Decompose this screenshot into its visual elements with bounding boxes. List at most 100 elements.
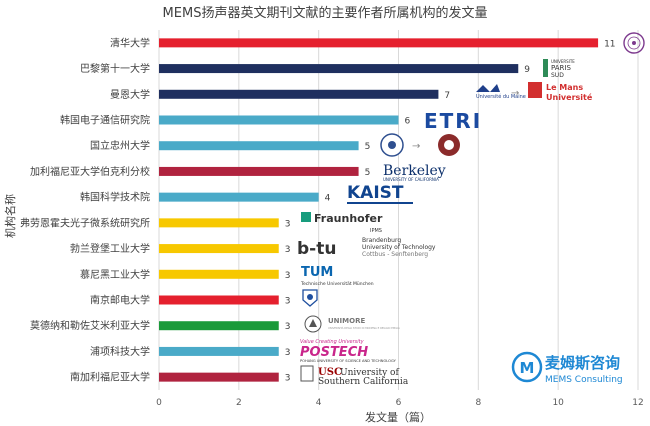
category-label: 巴黎第十一大学: [80, 62, 150, 75]
unimore-logo: UNIMORE UNIVERSITÀ DEGLI STUDI DI MODENA…: [304, 315, 400, 333]
bar: [159, 244, 279, 254]
data-label: 6: [405, 117, 411, 127]
bar: [159, 64, 519, 74]
category-label: 南加利福尼亚大学: [70, 371, 150, 384]
svg-text:PARIS: PARIS: [551, 64, 571, 72]
paris-sud-logo: UNIVERSITE PARIS SUD: [543, 59, 575, 79]
data-label: 5: [365, 142, 371, 152]
svg-text:USC: USC: [318, 367, 342, 378]
category-label: 韩国科学技术院: [80, 191, 150, 204]
mems-consulting-watermark: M 麦姆斯咨询 MEMS Consulting: [511, 351, 623, 385]
etri-logo: ETRI: [424, 109, 482, 133]
svg-text:UNIVERSITY OF CALIFORNIA: UNIVERSITY OF CALIFORNIA: [383, 177, 439, 182]
bar: [159, 115, 399, 125]
svg-text:Berkeley: Berkeley: [383, 163, 446, 179]
category-label: 慕尼黑工业大学: [80, 268, 150, 281]
bar: [159, 321, 279, 331]
category-label: 浦项科技大学: [90, 345, 150, 358]
data-label: 7: [444, 91, 450, 101]
svg-text:Fraunhofer: Fraunhofer: [314, 212, 383, 225]
svg-text:University of: University of: [340, 368, 399, 378]
category-label: 莫德纳和勒佐艾米利亚大学: [30, 319, 150, 332]
svg-text:POHANG UNIVERSITY OF SCIENCE A: POHANG UNIVERSITY OF SCIENCE AND TECHNOL…: [300, 359, 397, 363]
svg-text:Technische Universität München: Technische Universität München: [300, 281, 374, 287]
data-label: 11: [604, 39, 615, 49]
tsinghua-logo: [623, 32, 645, 54]
svg-text:IPMS: IPMS: [370, 228, 382, 234]
category-label: 曼恩大学: [110, 88, 150, 101]
kaist-logo: KAIST: [347, 183, 413, 204]
x-tick-label: 8: [475, 398, 481, 408]
svg-text:→: →: [511, 88, 519, 99]
postech-logo: Value Creating University POSTECH POHANG…: [300, 339, 397, 363]
svg-text:Southern California: Southern California: [318, 377, 409, 387]
bar: [159, 218, 279, 228]
svg-text:M: M: [520, 359, 535, 377]
fraunhofer-logo: Fraunhofer IPMS: [301, 212, 383, 234]
data-label: 3: [285, 219, 291, 229]
data-label: 3: [285, 297, 291, 307]
bars: [159, 38, 599, 382]
category-label: 弗劳恩霍夫光子微系统研究所: [20, 216, 150, 229]
data-label: 3: [285, 245, 291, 255]
x-tick-label: 12: [632, 398, 643, 408]
data-label: 4: [325, 194, 331, 204]
bar: [159, 89, 439, 99]
bar: [159, 141, 359, 151]
x-axis-title: 发文量（篇）: [365, 410, 431, 424]
svg-text:Université du Maine: Université du Maine: [476, 93, 526, 100]
data-label: 9: [524, 65, 530, 75]
category-label: 南京邮电大学: [90, 294, 150, 307]
bar: [159, 372, 279, 382]
chart-title: MEMS扬声器英文期刊文献的主要作者所属机构的发文量: [163, 5, 488, 21]
category-label: 韩国电子通信研究院: [60, 114, 150, 127]
data-label: 3: [285, 374, 291, 384]
usc-logo: USC University of Southern California: [300, 365, 409, 387]
svg-text:Cottbus - Senftenberg: Cottbus - Senftenberg: [362, 251, 428, 258]
data-label: 3: [285, 322, 291, 332]
category-label: 国立忠州大学: [90, 139, 150, 152]
svg-text:Université: Université: [546, 92, 593, 102]
berkeley-logo: Berkeley UNIVERSITY OF CALIFORNIA: [383, 163, 446, 182]
bar: [159, 166, 359, 176]
bar: [159, 346, 279, 356]
svg-text:Brandenburg: Brandenburg: [362, 237, 401, 244]
x-tick-label: 10: [552, 398, 564, 408]
svg-text:KAIST: KAIST: [347, 183, 404, 203]
category-labels: 清华大学巴黎第十一大学曼恩大学韩国电子通信研究院国立忠州大学加利福尼亚大学伯克利…: [20, 36, 150, 383]
svg-text:Le Mans: Le Mans: [546, 83, 583, 92]
data-label: 5: [365, 168, 371, 178]
tum-logo: TUM Technische Universität München: [300, 265, 374, 287]
svg-text:UNIVERSITE: UNIVERSITE: [551, 59, 575, 64]
bar: [159, 269, 279, 279]
bar: [159, 192, 319, 202]
svg-text:UNIMORE: UNIMORE: [328, 317, 365, 325]
bar: [159, 295, 279, 305]
svg-text:TUM: TUM: [301, 265, 333, 280]
x-tick-labels: 0 2 4 6 8 10 12: [156, 398, 644, 408]
y-axis-title: 机构名称: [3, 194, 17, 238]
value-labels: 11 9 7 6 5 5 4 3 3 3 3 3 3 3: [285, 39, 616, 383]
category-label: 清华大学: [110, 36, 150, 49]
chungju-logos: →: [380, 133, 460, 157]
category-label: 加利福尼亚大学伯克利分校: [30, 165, 150, 178]
svg-text:Value Creating University: Value Creating University: [300, 339, 365, 345]
x-tick-label: 4: [316, 398, 322, 408]
svg-text:→: →: [412, 141, 420, 152]
bar: [159, 38, 599, 48]
svg-text:SUD: SUD: [551, 72, 564, 79]
le-mans-logo: Université du Maine → Le Mans Université: [476, 82, 593, 102]
data-label: 3: [285, 271, 291, 281]
svg-text:University of Technology: University of Technology: [362, 244, 436, 251]
data-label: 3: [285, 348, 291, 358]
svg-text:MEMS Consulting: MEMS Consulting: [545, 375, 623, 385]
svg-text:b-tu: b-tu: [297, 239, 336, 259]
njupt-logo: [302, 289, 318, 307]
btu-logo: b-tu Brandenburg University of Technolog…: [297, 237, 436, 259]
x-tick-label: 0: [156, 398, 162, 408]
x-tick-label: 6: [396, 398, 402, 408]
category-label: 勃兰登堡工业大学: [70, 242, 150, 255]
svg-text:麦姆斯咨询: 麦姆斯咨询: [545, 354, 620, 372]
x-tick-label: 2: [236, 398, 242, 408]
